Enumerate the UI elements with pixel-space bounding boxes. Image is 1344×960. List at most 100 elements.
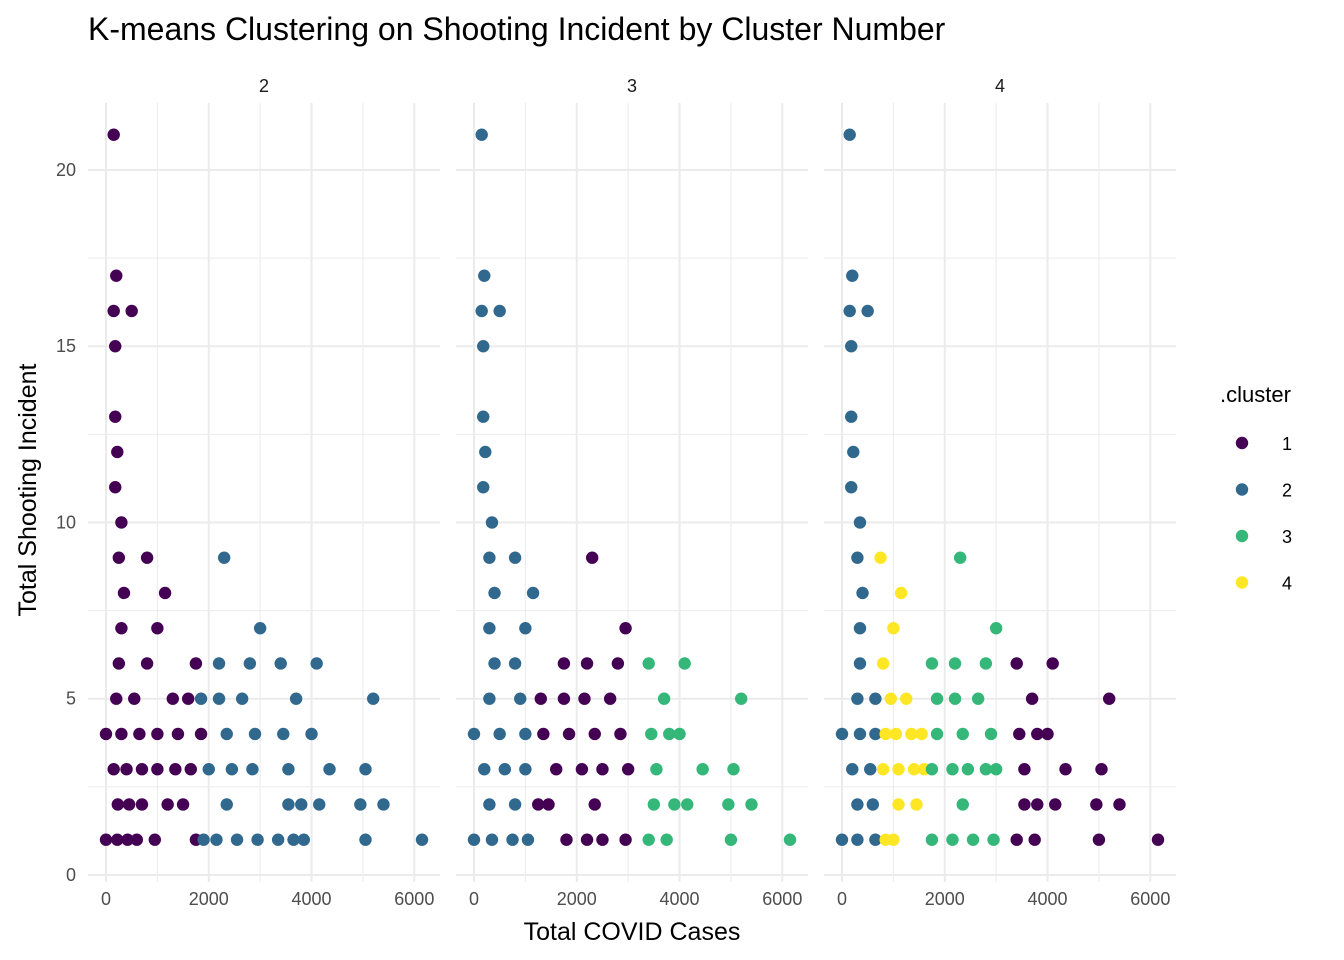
data-point-cluster-3 — [645, 727, 658, 741]
data-point-cluster-1 — [1028, 833, 1041, 846]
data-point-cluster-1 — [619, 833, 632, 846]
data-point-cluster-4 — [915, 727, 928, 741]
legend-key-2 — [1235, 483, 1249, 496]
data-point-cluster-2 — [485, 516, 499, 529]
data-point-cluster-1 — [117, 586, 131, 600]
data-point-cluster-2 — [359, 763, 372, 776]
data-point-cluster-2 — [846, 763, 859, 776]
data-point-cluster-3 — [745, 798, 758, 811]
y-tick-label: 10 — [56, 512, 76, 532]
data-point-cluster-1 — [166, 692, 179, 705]
data-point-cluster-3 — [642, 657, 655, 670]
data-point-cluster-1 — [1095, 763, 1108, 776]
data-point-cluster-1 — [120, 763, 133, 776]
data-point-cluster-3 — [961, 763, 975, 776]
data-point-cluster-1 — [112, 657, 126, 670]
legend-label-4: 4 — [1282, 574, 1292, 594]
data-point-cluster-2 — [230, 833, 244, 846]
data-point-cluster-1 — [596, 833, 609, 846]
data-point-cluster-4 — [894, 586, 908, 600]
data-point-cluster-3 — [946, 833, 959, 846]
data-point-cluster-2 — [415, 833, 429, 846]
data-point-cluster-3 — [979, 763, 993, 776]
data-point-cluster-2 — [251, 833, 264, 846]
data-point-cluster-1 — [111, 798, 125, 811]
data-point-cluster-1 — [109, 340, 122, 353]
data-point-cluster-1 — [111, 445, 124, 459]
data-point-cluster-2 — [506, 833, 519, 846]
data-point-cluster-2 — [521, 833, 535, 846]
data-point-cluster-2 — [846, 269, 859, 282]
data-point-cluster-1 — [580, 833, 594, 846]
data-point-cluster-2 — [866, 798, 880, 811]
data-point-cluster-2 — [377, 798, 390, 811]
data-point-cluster-1 — [1046, 657, 1059, 670]
data-point-cluster-1 — [1031, 798, 1044, 811]
legend-title: .cluster — [1220, 382, 1291, 407]
data-point-cluster-4 — [900, 692, 913, 705]
data-point-cluster-2 — [493, 304, 506, 318]
data-point-cluster-2 — [851, 798, 864, 811]
data-point-cluster-1 — [588, 798, 601, 811]
legend-key-1 — [1235, 436, 1249, 450]
data-point-cluster-4 — [874, 551, 887, 564]
data-point-cluster-1 — [115, 727, 128, 741]
data-point-cluster-1 — [99, 727, 113, 741]
data-point-cluster-1 — [151, 727, 164, 741]
data-point-cluster-3 — [696, 763, 709, 776]
data-point-cluster-2 — [475, 128, 488, 141]
data-point-cluster-1 — [542, 798, 555, 811]
data-point-cluster-2 — [277, 727, 290, 741]
data-point-cluster-1 — [603, 692, 617, 705]
data-point-cluster-2 — [869, 692, 882, 705]
y-tick-label: 5 — [66, 689, 76, 709]
facet-strip-label: 3 — [627, 76, 637, 96]
data-point-cluster-3 — [678, 657, 691, 670]
data-point-cluster-3 — [987, 833, 1000, 846]
data-point-cluster-2 — [843, 304, 856, 318]
data-point-cluster-3 — [783, 833, 797, 846]
x-tick-label: 2000 — [189, 889, 229, 909]
data-point-cluster-1 — [580, 657, 594, 670]
data-point-cluster-2 — [477, 340, 490, 353]
data-point-cluster-1 — [1041, 727, 1054, 741]
data-point-cluster-3 — [953, 551, 967, 564]
data-point-cluster-1 — [109, 410, 122, 423]
data-point-cluster-1 — [148, 833, 162, 846]
data-point-cluster-2 — [483, 551, 496, 564]
data-point-cluster-1 — [596, 763, 609, 776]
data-point-cluster-1 — [194, 727, 208, 741]
data-point-cluster-2 — [864, 763, 877, 776]
data-point-cluster-2 — [483, 692, 496, 705]
data-point-cluster-2 — [323, 763, 336, 776]
data-point-cluster-2 — [508, 551, 522, 564]
data-point-cluster-2 — [477, 481, 490, 494]
data-point-cluster-2 — [297, 833, 311, 846]
data-point-cluster-1 — [619, 622, 632, 635]
data-point-cluster-4 — [910, 798, 923, 811]
data-point-cluster-2 — [853, 727, 867, 741]
data-point-cluster-4 — [884, 692, 898, 705]
y-tick-label: 20 — [56, 160, 76, 180]
x-axis-title: Total COVID Cases — [524, 918, 741, 946]
facet-panel-3: 3 0 2000 4000 6000 — [456, 76, 808, 909]
data-point-cluster-1 — [151, 622, 164, 635]
y-tick-label: 0 — [66, 865, 76, 885]
data-point-cluster-3 — [657, 692, 671, 705]
data-point-cluster-3 — [948, 657, 962, 670]
data-point-cluster-1 — [110, 692, 123, 705]
data-point-cluster-3 — [673, 727, 686, 741]
data-point-cluster-3 — [925, 657, 939, 670]
data-point-cluster-3 — [984, 727, 998, 741]
data-point-cluster-1 — [611, 657, 625, 670]
data-point-cluster-4 — [876, 657, 890, 670]
x-tick-label: 2000 — [925, 889, 965, 909]
data-point-cluster-2 — [220, 727, 233, 741]
data-point-cluster-1 — [575, 763, 589, 776]
data-point-cluster-4 — [892, 763, 905, 776]
data-point-cluster-3 — [989, 622, 1003, 635]
data-point-cluster-4 — [879, 727, 892, 741]
